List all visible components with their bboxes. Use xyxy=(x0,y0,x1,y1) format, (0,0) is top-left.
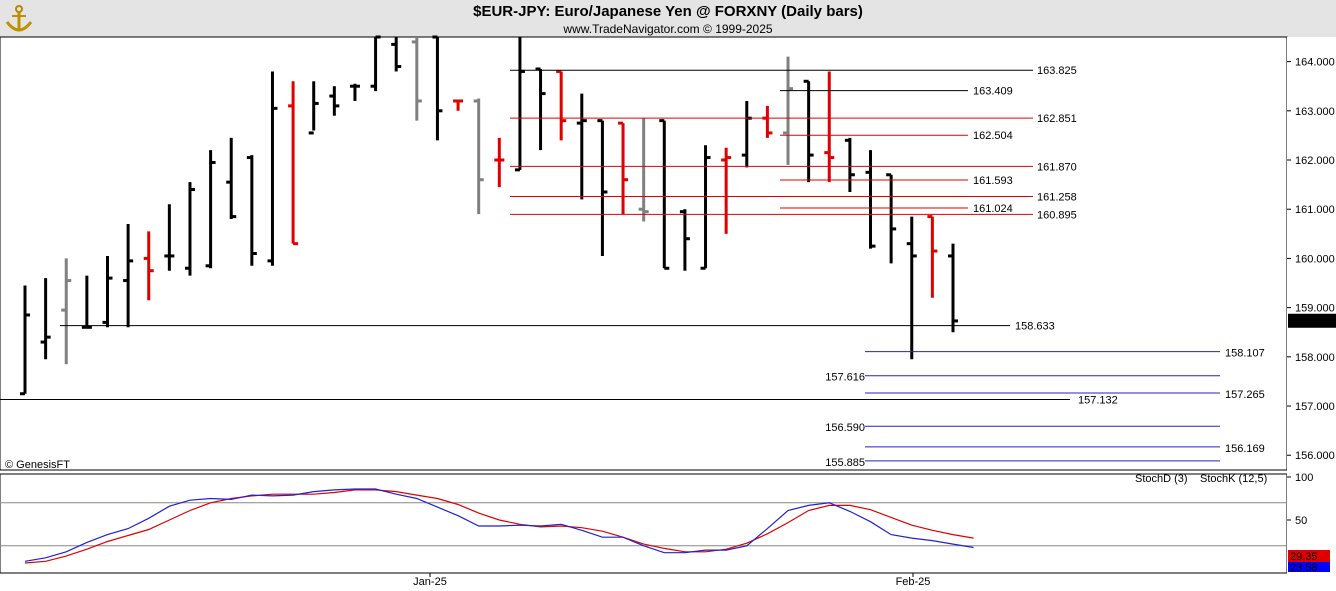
level-label: 161.024 xyxy=(973,203,1013,215)
ohlc-bar xyxy=(700,145,711,270)
level-label: 161.870 xyxy=(1037,161,1077,173)
price-y-tick-label: 156.000 xyxy=(1295,450,1335,462)
ohlc-bar xyxy=(81,275,92,329)
ohlc-bar xyxy=(844,137,855,192)
price-y-tick-label: 157.000 xyxy=(1295,401,1335,413)
chart-title: $EUR-JPY: Euro/Japanese Yen @ FORXNY (Da… xyxy=(473,3,863,20)
ohlc-bar xyxy=(556,69,567,141)
price-y-tick-label: 162.000 xyxy=(1295,155,1335,167)
ohlc-bar xyxy=(184,182,195,276)
level-label: 161.258 xyxy=(1037,192,1077,204)
chart-header xyxy=(0,0,1336,37)
ohlc-bar xyxy=(226,137,237,220)
ohlc-bar xyxy=(659,119,670,270)
y-axis-area xyxy=(1287,37,1336,573)
ohlc-bar xyxy=(349,83,360,101)
stoch-k-value-box xyxy=(1288,562,1330,572)
price-y-tick-label: 158.000 xyxy=(1295,352,1335,364)
x-tick-label: Jan-25 xyxy=(413,576,447,588)
stoch-line xyxy=(24,488,974,562)
stoch-d-value-box xyxy=(1288,550,1330,562)
ohlc-bar xyxy=(906,216,917,360)
ohlc-bar xyxy=(473,98,484,215)
ohlc-bar xyxy=(61,258,72,365)
level-label: 161.593 xyxy=(973,175,1013,187)
ohlc-bar xyxy=(948,243,958,333)
level-label: 156.169 xyxy=(1225,443,1265,455)
stoch-d-value: 29.35 xyxy=(1290,551,1318,563)
ohlc-bar xyxy=(391,37,402,72)
price-y-tick-label: 160.000 xyxy=(1295,253,1335,265)
ohlc-bar xyxy=(721,147,732,234)
level-label: 163.825 xyxy=(1037,65,1077,77)
ohlc-bar xyxy=(494,137,505,188)
ohlc-bar xyxy=(824,71,835,183)
last-price-label: 158.733 xyxy=(1290,316,1330,328)
last-price-box xyxy=(1288,313,1336,328)
level-label: 160.895 xyxy=(1037,209,1077,221)
ohlc-bar xyxy=(803,79,814,183)
x-tick-label: Feb-25 xyxy=(896,576,931,588)
level-label: 157.265 xyxy=(1225,389,1265,401)
ohlc-bar xyxy=(143,231,154,301)
ohlc-bar xyxy=(679,209,690,271)
chart-subtitle: www.TradeNavigator.com © 1999-2025 xyxy=(563,22,773,36)
ohlc-bar xyxy=(411,37,422,121)
price-panel xyxy=(0,36,1288,471)
anchor-icon xyxy=(4,4,34,34)
level-label: 157.132 xyxy=(1078,395,1118,407)
ohlc-bar xyxy=(576,93,587,200)
ohlc-bar xyxy=(246,155,257,266)
price-y-tick-label: 159.000 xyxy=(1295,303,1335,315)
ohlc-bar xyxy=(535,67,546,151)
ohlc-bar xyxy=(164,204,175,271)
ohlc-bar xyxy=(638,118,649,222)
ohlc-bar xyxy=(618,121,629,215)
stoch-panel xyxy=(0,473,1288,574)
level-label: 162.851 xyxy=(1037,113,1077,125)
ohlc-bar xyxy=(205,150,216,269)
stoch-legend-k: StochK (12,5) xyxy=(1200,473,1267,485)
copyright-label: © GenesisFT xyxy=(5,459,70,471)
ohlc-bar xyxy=(308,81,319,135)
ohlc-bar xyxy=(40,278,51,360)
level-label: 157.616 xyxy=(825,372,865,384)
price-y-tick-label: 163.000 xyxy=(1295,106,1335,118)
level-label: 155.885 xyxy=(825,457,865,469)
stoch-k-value: 23.58 xyxy=(1290,562,1318,574)
ohlc-bar xyxy=(597,119,608,256)
level-label: 162.504 xyxy=(973,130,1013,142)
level-label: 158.633 xyxy=(1015,321,1055,333)
ohlc-bar xyxy=(329,86,340,116)
ohlc-bar xyxy=(432,35,443,141)
ohlc-bar xyxy=(20,285,30,396)
level-label: 156.590 xyxy=(825,422,865,434)
x-axis-area xyxy=(0,573,1336,591)
ohlc-bar xyxy=(927,215,938,298)
stoch-line xyxy=(24,489,974,564)
ohlc-bar xyxy=(123,223,134,328)
ohlc-bar xyxy=(370,35,381,92)
ohlc-bar xyxy=(102,255,113,328)
level-label: 158.107 xyxy=(1225,348,1265,360)
stoch-legend-d: StochD (3) xyxy=(1135,473,1188,485)
stoch-y-tick-label: 100 xyxy=(1295,472,1313,484)
ohlc-bar xyxy=(453,99,464,111)
ohlc-bar xyxy=(267,71,278,266)
ohlc-bar xyxy=(783,56,794,165)
level-label: 163.409 xyxy=(973,86,1013,98)
price-y-tick-label: 164.000 xyxy=(1295,57,1335,69)
stoch-y-tick-label: 50 xyxy=(1295,515,1307,527)
ohlc-bar xyxy=(288,81,299,246)
price-y-tick-label: 161.000 xyxy=(1295,204,1335,216)
ohlc-bar xyxy=(886,173,897,264)
ohlc-bar xyxy=(514,37,525,172)
